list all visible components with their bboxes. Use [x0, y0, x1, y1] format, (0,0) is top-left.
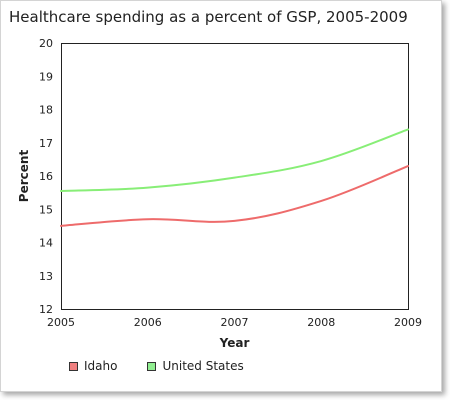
plot-area: [61, 43, 409, 310]
y-axis-label: Percent: [17, 150, 31, 203]
x-tick-label: 2009: [394, 316, 422, 329]
y-tick-label: 15: [39, 203, 53, 216]
y-tick-label: 17: [39, 137, 53, 150]
y-tick-label: 18: [39, 104, 53, 117]
legend-label-idaho: Idaho: [84, 359, 118, 373]
y-axis-ticks: 12 13 14 15 16 17 18 19 20: [39, 37, 53, 316]
y-tick-label: 12: [39, 303, 53, 316]
legend-item-idaho[interactable]: Idaho: [69, 359, 117, 373]
series-lines: [60, 128, 409, 227]
chart-title: Healthcare spending as a percent of GSP,…: [9, 8, 408, 26]
series-line-idaho: [60, 165, 409, 227]
x-tick-label: 2007: [221, 316, 249, 329]
y-tick-label: 14: [39, 237, 53, 250]
x-tick-label: 2008: [307, 316, 335, 329]
legend-swatch-idaho: [69, 361, 78, 371]
x-tick-label: 2005: [47, 316, 75, 329]
chart-legend: Idaho United States: [69, 359, 274, 373]
legend-item-united-states[interactable]: United States: [147, 359, 244, 373]
y-tick-label: 13: [39, 270, 53, 283]
y-tick-label: 16: [39, 170, 53, 183]
chart-card: Healthcare spending as a percent of GSP,…: [0, 0, 442, 392]
series-line-united-states: [60, 128, 409, 192]
x-axis-ticks: 2005 2006 2007 2008 2009: [47, 316, 422, 329]
x-tick-label: 2006: [134, 316, 162, 329]
y-tick-label: 20: [39, 37, 53, 50]
x-axis-label: Year: [219, 336, 250, 350]
y-tick-label: 19: [39, 70, 53, 83]
legend-swatch-united-states: [147, 361, 157, 371]
legend-label-united-states: United States: [162, 359, 244, 373]
